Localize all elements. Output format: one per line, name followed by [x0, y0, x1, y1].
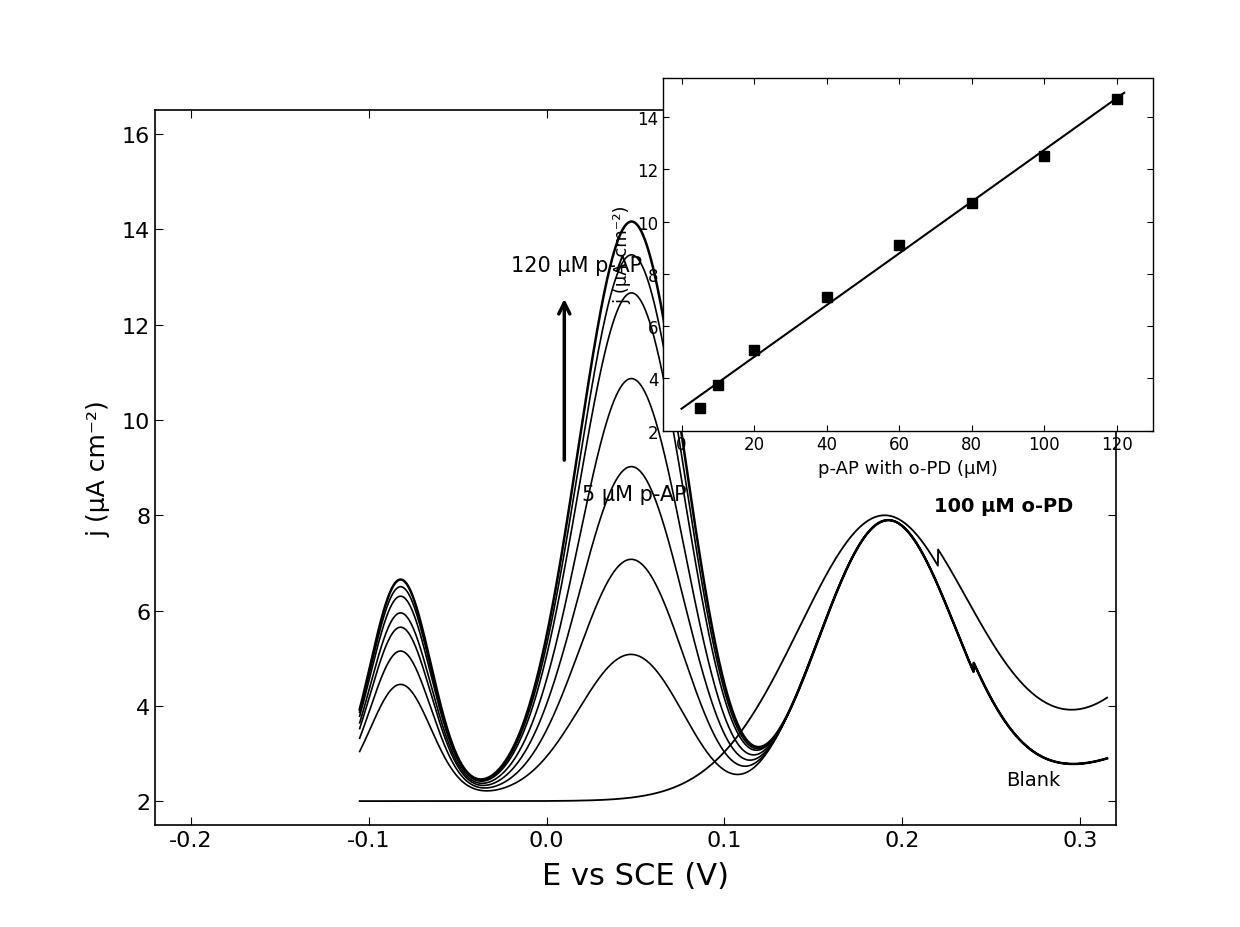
Text: 100 μM o-PD: 100 μM o-PD	[935, 497, 1074, 515]
Y-axis label: j (μA cm⁻²): j (μA cm⁻²)	[87, 400, 110, 537]
Y-axis label: j (μA cm⁻²): j (μA cm⁻²)	[614, 206, 631, 304]
Text: 5 μM p-AP: 5 μM p-AP	[582, 485, 687, 505]
Text: 120 μM p-AP: 120 μM p-AP	[511, 256, 642, 275]
X-axis label: E vs SCE (V): E vs SCE (V)	[542, 861, 729, 890]
Text: Blank: Blank	[1006, 770, 1060, 789]
X-axis label: p-AP with o-PD (μM): p-AP with o-PD (μM)	[818, 460, 998, 477]
